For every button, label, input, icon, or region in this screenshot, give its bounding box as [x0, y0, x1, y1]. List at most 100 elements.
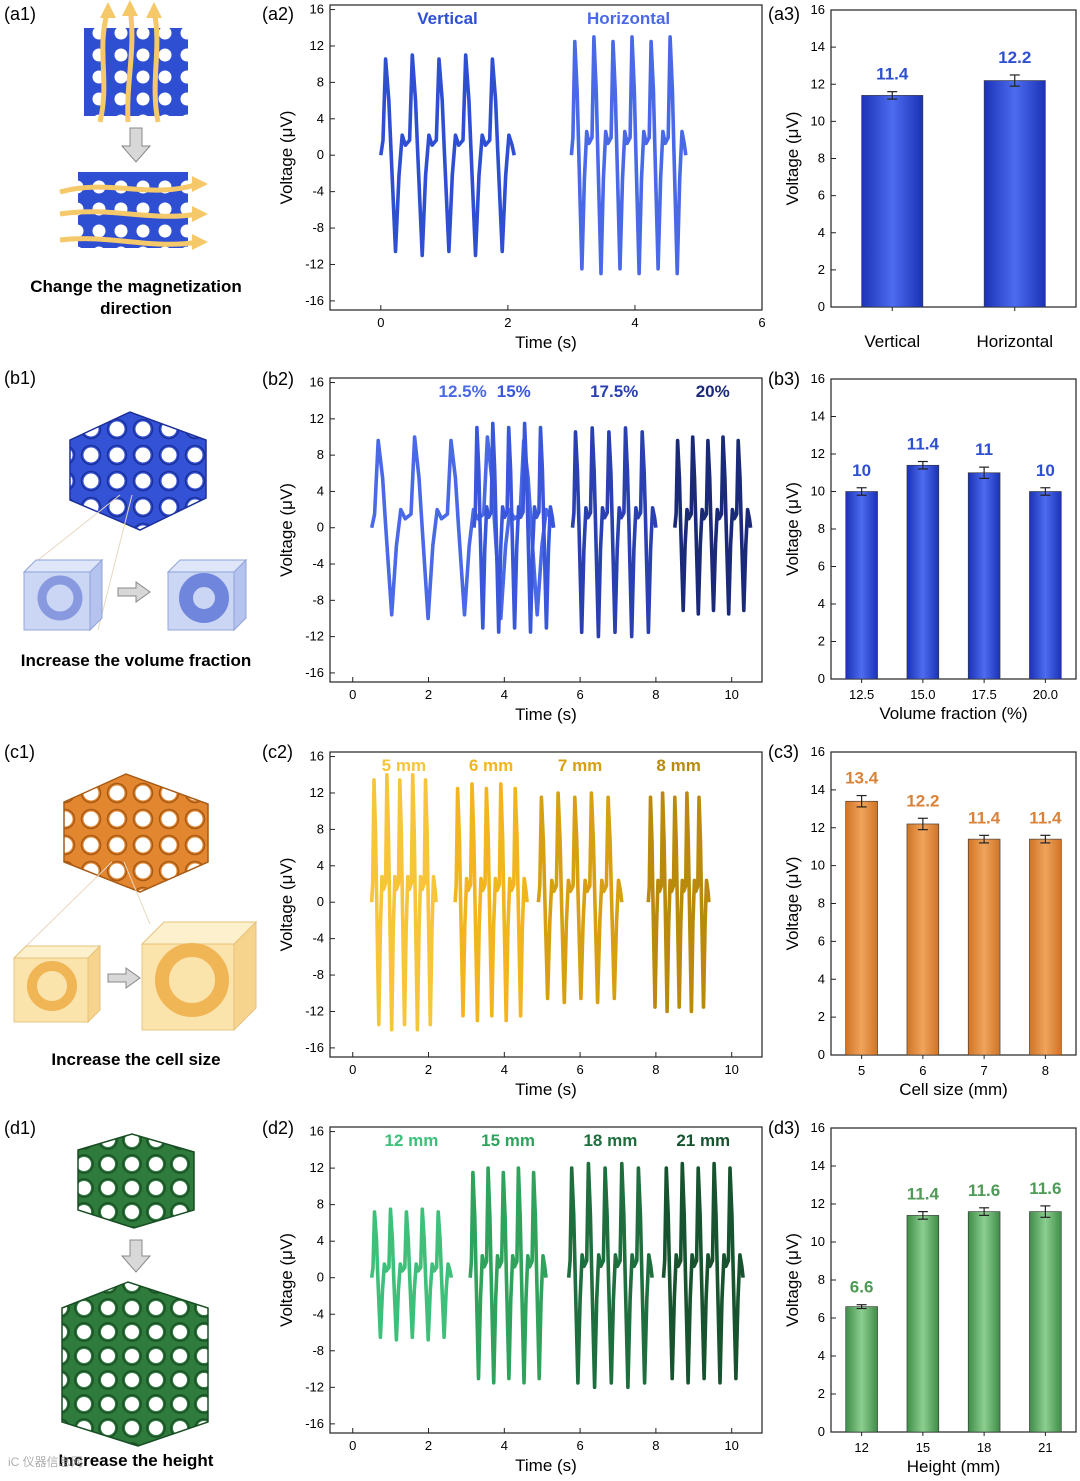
- y-tick-label: 16: [310, 749, 324, 764]
- panel-label-d3: (d3): [768, 1118, 800, 1138]
- panel-label-b2: (b2): [262, 369, 294, 389]
- bar: [967, 472, 1001, 680]
- y-tick-label: 0: [317, 520, 324, 535]
- series-label: 7 mm: [558, 756, 602, 775]
- data-label: 6.6: [850, 1278, 874, 1297]
- series-label: 15%: [497, 382, 531, 401]
- y-tick-label: 12: [310, 411, 324, 426]
- y-tick-label: 0: [818, 299, 825, 314]
- series-line-20: [673, 435, 753, 616]
- y-tick-label: 12: [310, 1160, 324, 1175]
- bar: [1029, 838, 1062, 1056]
- y-tick-label: 0: [818, 1047, 825, 1062]
- panel-label-a1: (a1): [4, 4, 36, 24]
- unit-cell-small-icon: [22, 558, 104, 632]
- plot-frame: [329, 751, 763, 1058]
- series-line-21mm: [661, 1161, 745, 1385]
- y-tick-label: 4: [818, 596, 825, 611]
- y-tick-label: 12: [811, 76, 825, 91]
- bar: [967, 1211, 1001, 1433]
- y-tick-label: -16: [305, 1040, 324, 1055]
- category-label: 17.5: [971, 687, 996, 702]
- y-axis-label: Voltage (μV): [277, 483, 296, 577]
- y-tick-label: 0: [317, 147, 324, 162]
- x-tick-label: 4: [501, 1062, 508, 1077]
- x-tick-label: 6: [576, 1062, 583, 1077]
- lattice-3d-green-short-icon: [77, 1133, 195, 1229]
- unit-cell-small-orange-icon: [12, 944, 102, 1024]
- y-tick-label: 16: [811, 2, 825, 17]
- series-label: 15 mm: [481, 1131, 535, 1150]
- y-tick-label: 2: [818, 634, 825, 649]
- series-label: 12 mm: [385, 1131, 439, 1150]
- caption-a1-line2: direction: [100, 299, 172, 318]
- panel-label-d1: (d1): [4, 1118, 36, 1138]
- x-axis-label: Time (s): [515, 1456, 577, 1475]
- data-label: 11.4: [968, 808, 1001, 827]
- y-tick-label: 16: [811, 1120, 825, 1135]
- bar: [1029, 491, 1062, 680]
- y-tick-label: 4: [317, 483, 324, 498]
- y-tick-label: 12: [811, 446, 825, 461]
- y-tick-label: -8: [312, 967, 324, 982]
- series-label: 8 mm: [656, 756, 700, 775]
- y-tick-label: -4: [312, 931, 324, 946]
- chart-b2: -16 -12 -8 -4 0 4 8 12 16 0 2 4 6 8 10 Time (s) Voltage …: [277, 375, 763, 724]
- y-tick-label: 10: [811, 858, 825, 873]
- x-tick-label: 0: [377, 315, 384, 330]
- series-label: Vertical: [417, 9, 478, 28]
- category-label: 7: [981, 1063, 988, 1078]
- x-tick-label: 0: [349, 1438, 356, 1453]
- series-label: 6 mm: [469, 756, 513, 775]
- series-line-175: [570, 426, 658, 639]
- y-tick-label: 4: [818, 1348, 825, 1363]
- series-line-15mm: [468, 1166, 548, 1385]
- y-tick-label: 16: [310, 1124, 324, 1139]
- y-tick-label: -12: [305, 1379, 324, 1394]
- bar: [906, 464, 940, 680]
- category-label: 12: [854, 1440, 868, 1455]
- category-label: 6: [919, 1063, 926, 1078]
- down-arrow-icon: [120, 127, 152, 163]
- panel-label-a3: (a3): [768, 4, 800, 24]
- x-axis-label: Time (s): [515, 1080, 577, 1099]
- x-tick-label: 4: [631, 315, 638, 330]
- bar: [906, 823, 940, 1056]
- x-tick-label: 0: [349, 1062, 356, 1077]
- y-tick-label: 8: [317, 1197, 324, 1212]
- y-tick-label: -4: [312, 184, 324, 199]
- unit-cell-large-orange-icon: [140, 920, 258, 1032]
- y-tick-label: 2: [818, 262, 825, 277]
- x-tick-label: 0: [349, 687, 356, 702]
- plot-frame: [329, 377, 763, 683]
- series-line-8mm: [646, 791, 711, 1014]
- y-tick-label: -8: [312, 1343, 324, 1358]
- y-tick-label: 8: [317, 447, 324, 462]
- caption-d1: Increase the height: [59, 1451, 214, 1470]
- panel-label-b1: (b1): [4, 368, 36, 388]
- x-tick-label: 4: [501, 687, 508, 702]
- y-tick-label: 0: [818, 671, 825, 686]
- y-tick-label: 8: [818, 521, 825, 536]
- x-tick-label: 8: [652, 1062, 659, 1077]
- y-tick-label: 8: [317, 74, 324, 89]
- y-axis-label: Voltage (μV): [783, 482, 802, 576]
- y-tick-label: 8: [818, 151, 825, 166]
- chart-c3: 0 2 4 6 8 10 12 14 16 13.4 5 12.2 6 11.4 7 11.4 8 Cell si…: [783, 744, 1077, 1099]
- category-label: 18: [977, 1440, 991, 1455]
- panel-label-d2: (d2): [262, 1118, 294, 1138]
- caption-a1-line1: Change the magnetization: [30, 277, 242, 296]
- y-tick-label: 8: [818, 1272, 825, 1287]
- series-line-12mm: [369, 1207, 454, 1342]
- series-line-7mm: [536, 791, 624, 1005]
- data-label: 10: [1036, 461, 1055, 480]
- x-tick-label: 10: [724, 1438, 738, 1453]
- y-tick-label: 10: [811, 113, 825, 128]
- data-label: 11.4: [876, 65, 909, 84]
- x-tick-label: 2: [425, 1438, 432, 1453]
- y-tick-label: 4: [317, 111, 324, 126]
- category-label: 8: [1042, 1063, 1049, 1078]
- y-tick-label: 16: [310, 2, 324, 17]
- y-tick-label: 2: [818, 1386, 825, 1401]
- y-tick-label: 6: [818, 559, 825, 574]
